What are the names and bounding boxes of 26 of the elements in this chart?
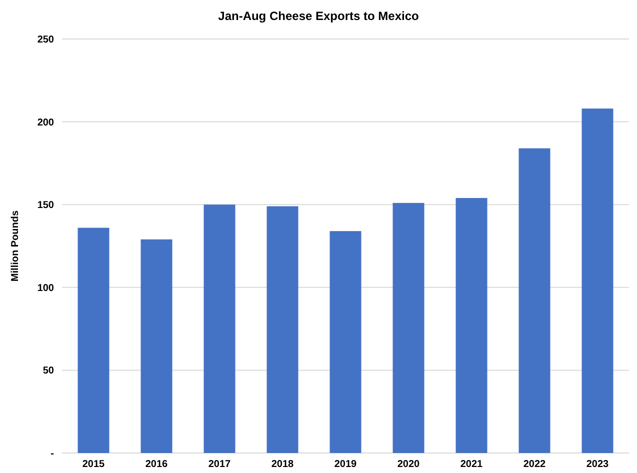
bar <box>204 204 236 453</box>
bar <box>392 202 424 453</box>
y-tick-label: - <box>50 448 54 460</box>
x-tick-label: 2023 <box>586 459 610 470</box>
bar <box>456 198 488 453</box>
x-tick-label: 2015 <box>82 459 106 470</box>
x-tick-label: 2018 <box>271 459 294 470</box>
y-tick-label: 200 <box>37 117 54 128</box>
y-tick-label: 150 <box>37 200 54 212</box>
x-tick-label: 2019 <box>334 459 358 470</box>
y-tick-label: 250 <box>37 34 54 46</box>
x-tick-label: 2021 <box>460 459 484 470</box>
y-tick-label: 100 <box>37 282 54 294</box>
bar <box>140 239 172 453</box>
x-tick-label: 2022 <box>523 459 546 470</box>
x-tick-label: 2017 <box>208 459 232 470</box>
chart-title: Jan-Aug Cheese Exports to Mexico <box>218 9 419 23</box>
bar <box>266 206 298 453</box>
y-axis-title: Million Pounds <box>10 210 21 282</box>
bar <box>78 228 110 453</box>
x-tick-label: 2020 <box>397 459 420 470</box>
bar <box>582 108 614 453</box>
bar <box>518 148 550 453</box>
x-tick-label: 2016 <box>145 459 168 470</box>
y-tick-label: 50 <box>42 366 54 377</box>
bar <box>330 231 362 453</box>
